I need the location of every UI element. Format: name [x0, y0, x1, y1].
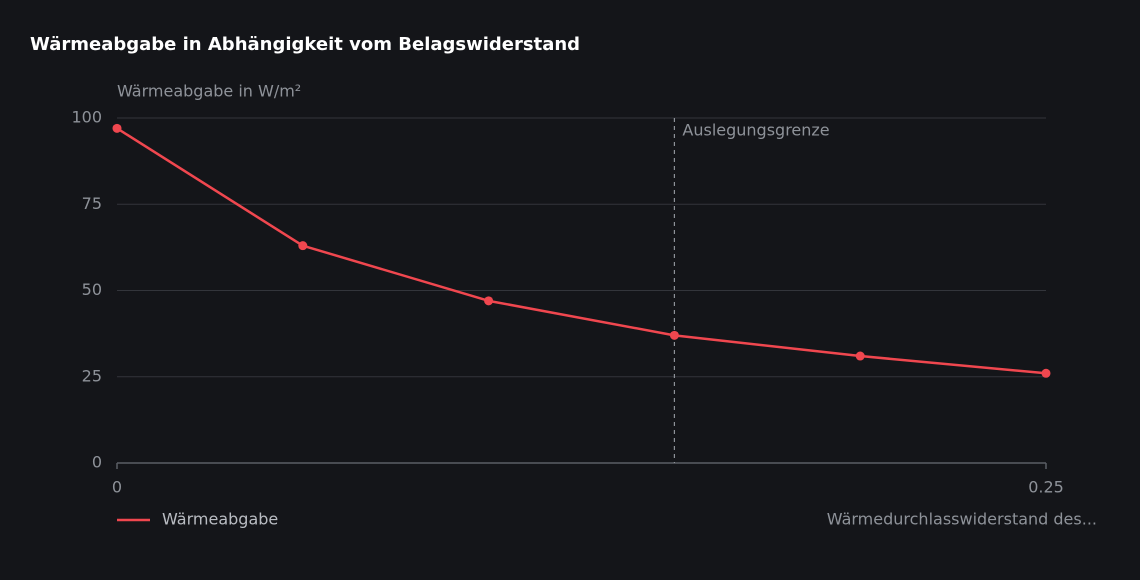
legend-text: Wärmeabgabe [162, 510, 278, 529]
data-point [1041, 368, 1051, 378]
data-point [112, 123, 122, 133]
y-tick-label: 50 [82, 280, 102, 299]
data-point [484, 296, 494, 306]
y-axis-label: Wärmeabgabe in W/m² [117, 82, 301, 101]
data-point [298, 241, 308, 251]
y-tick-label: 100 [71, 108, 102, 127]
data-point [855, 351, 865, 361]
data-line [116, 127, 1047, 375]
reference-label: Auslegungsgrenze [682, 121, 829, 140]
x-tick-label: 0.25 [1028, 478, 1064, 497]
chart-title: Wärmeabgabe in Abhängigkeit vom Belagswi… [30, 34, 580, 55]
x-tick-label: 0 [112, 478, 122, 497]
x-axis-label: Wärmedurchlasswiderstand des... [827, 510, 1097, 529]
y-tick-label: 0 [92, 453, 102, 472]
y-tick-label: 75 [82, 194, 102, 213]
y-tick-label: 25 [82, 366, 102, 385]
data-point [669, 330, 679, 340]
